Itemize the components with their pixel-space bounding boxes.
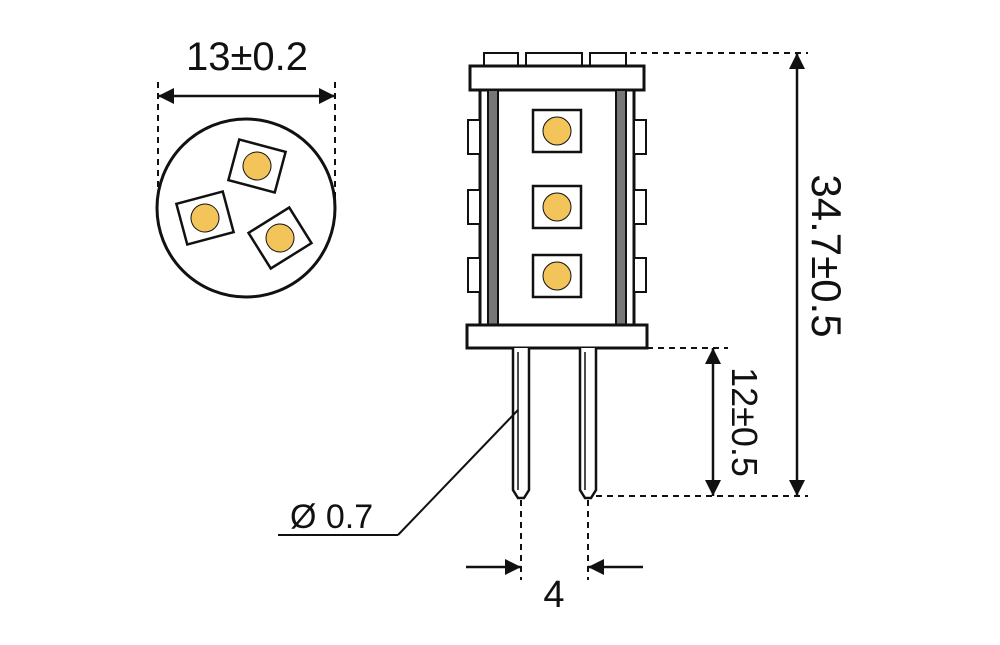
side-view xyxy=(465,52,649,500)
top-view: 13±0.2 xyxy=(155,35,337,299)
side-chip-left-2 xyxy=(467,189,481,225)
body-strip-right xyxy=(615,89,627,326)
side-chip-right-2 xyxy=(633,189,647,225)
body-strip-left xyxy=(487,89,499,326)
pin-left xyxy=(511,348,531,500)
top-tab-left xyxy=(483,52,519,67)
diameter-label: 13±0.2 xyxy=(186,35,308,79)
led-chip-front-3 xyxy=(531,253,583,299)
pin-diameter-leader xyxy=(397,409,519,536)
side-chip-right-3 xyxy=(633,257,647,293)
total-length-label: 34.7±0.5 xyxy=(803,174,850,337)
pin-diameter-label: Ø 0.7 xyxy=(290,498,373,536)
led-icon xyxy=(265,223,295,253)
led-chip-front-2 xyxy=(531,184,583,230)
dimension-lines: 34.7±0.5 12±0.5 Ø 0.7 4 xyxy=(278,52,850,616)
led-chip-top-2 xyxy=(174,189,236,247)
pin-spacing-label: 4 xyxy=(543,574,564,616)
led-icon xyxy=(242,151,272,181)
pin-length-label: 12±0.5 xyxy=(724,367,765,477)
led-icon xyxy=(542,261,572,291)
side-chip-right-1 xyxy=(633,119,647,155)
led-icon xyxy=(190,203,220,233)
side-chip-left-1 xyxy=(467,119,481,155)
led-icon xyxy=(542,192,572,222)
led-chip-front-1 xyxy=(531,108,583,154)
bottom-cap xyxy=(465,323,649,350)
side-chip-left-3 xyxy=(467,257,481,293)
led-icon xyxy=(542,116,572,146)
top-cap xyxy=(468,64,646,92)
led-chip-top-3 xyxy=(246,205,314,271)
top-tab-middle xyxy=(525,52,583,67)
pin-right xyxy=(578,348,598,500)
top-tab-right xyxy=(589,52,627,67)
led-chip-top-1 xyxy=(226,137,288,195)
